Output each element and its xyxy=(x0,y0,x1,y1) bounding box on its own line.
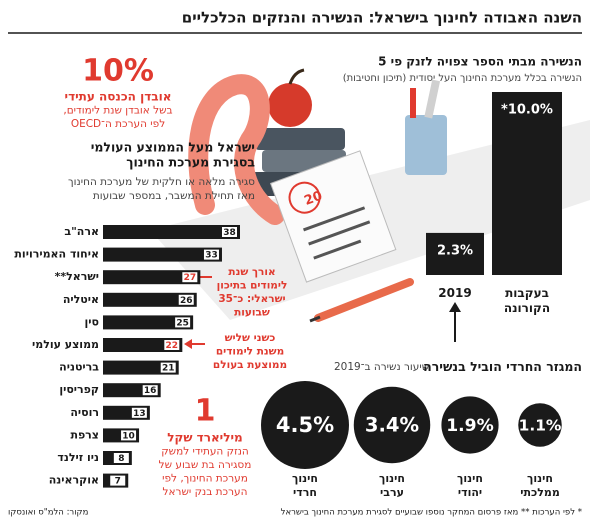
annotation-text: לימודים בתיכון xyxy=(217,280,288,292)
value-box xyxy=(182,272,198,283)
bar xyxy=(103,338,183,352)
chart-subtitle: סגירה מלאה או חלקית של מערכת החינוך xyxy=(68,176,255,188)
bar xyxy=(103,315,194,330)
category-label: ניו זילנד xyxy=(57,451,99,464)
value-box xyxy=(203,249,219,260)
value-label: 2.3% xyxy=(437,243,473,258)
chart-title: בסגירת מערכת החינוך xyxy=(126,155,255,170)
value-label: 38 xyxy=(223,228,236,238)
illustration xyxy=(188,68,447,323)
category-label: צרפת xyxy=(70,428,99,441)
bubble xyxy=(353,386,431,464)
annotation-figure: 1 xyxy=(195,394,216,429)
value-box xyxy=(222,227,237,237)
annotation-text: הערכת בנק ישראל xyxy=(163,486,248,498)
annotation-text: ממוצעת בעולם xyxy=(213,359,287,371)
source: מקור: הלמ"ס ואונסקו xyxy=(8,508,88,518)
annotation-figure: 10% xyxy=(82,54,154,89)
bar xyxy=(103,225,240,239)
annotation-text: הנזק העתידי למשק xyxy=(161,446,249,458)
annotation-text: מערכת החינוך, לפי xyxy=(162,473,248,485)
category-label: חינוך חרדי xyxy=(292,472,318,499)
value-box xyxy=(142,385,158,396)
footnote: * לפי הערכות ** מאז פרסום המחקר נוספו שב… xyxy=(281,508,582,518)
category-label: 2019 xyxy=(438,286,471,300)
value-label: 26 xyxy=(180,296,193,306)
value-label: 8 xyxy=(118,454,124,464)
value-label: 7 xyxy=(115,477,121,487)
value-label: 33 xyxy=(205,251,218,261)
value-label: 4.5% xyxy=(276,413,334,437)
annotation-text: אורך שנת xyxy=(228,266,275,278)
annotation-text: בשל אובדן שנת לימודים, xyxy=(63,105,172,117)
value-label: 22 xyxy=(166,341,179,351)
bubble xyxy=(441,396,499,454)
bar xyxy=(426,232,484,275)
category-label: אוקראינה xyxy=(49,474,99,487)
category-label: איטליה xyxy=(63,293,99,306)
annotation-text: שבועות xyxy=(234,307,270,319)
value-label: 27 xyxy=(184,273,197,283)
paper-grade: 20 xyxy=(302,189,324,209)
annotation-text: מיליארד שקל xyxy=(167,431,242,445)
category-label: חינוך ערבי xyxy=(379,472,405,499)
chart-subtitle: שיעור נשירה ב־2019 xyxy=(334,361,429,373)
annotation-text: ישראלי: כ־35 xyxy=(218,293,285,305)
category-label: בריטניה xyxy=(59,361,99,374)
value-box xyxy=(131,407,147,418)
bar xyxy=(103,292,197,307)
value-box xyxy=(178,294,194,305)
annotation-text: מסגירה בת שבוע של xyxy=(159,459,252,471)
annotation-text: אובדן הכנסה עתידי xyxy=(65,90,172,104)
value-box xyxy=(175,317,191,328)
category-label: רוסיה xyxy=(70,406,99,419)
arrow-head xyxy=(449,302,461,312)
value-label: 25 xyxy=(176,318,189,328)
value-label: 1.1% xyxy=(519,417,562,435)
value-box xyxy=(160,362,176,373)
value-label: 16 xyxy=(144,386,157,396)
annotation-text: לפי הערכת ה־OECD xyxy=(71,118,165,130)
chart-subtitle: מאז תחילת המשבר, במספר שבועות xyxy=(93,190,255,202)
value-label: 1.9% xyxy=(446,416,494,436)
value-label: 13 xyxy=(133,409,146,419)
annotation-text: משנת לימודים xyxy=(216,346,284,358)
bar xyxy=(103,360,179,375)
bubble xyxy=(261,381,349,469)
category-label: סין xyxy=(85,315,100,328)
chart-title: ישראל מעל הממוצע העולמי xyxy=(91,140,255,155)
bubble xyxy=(518,403,562,447)
annotation-text: כשני שליש xyxy=(225,332,276,344)
value-box xyxy=(113,453,129,463)
annotation-arrow-head xyxy=(184,339,192,349)
bar xyxy=(492,92,562,275)
value-box xyxy=(164,340,180,350)
chart-title-row: המגזר החרדי הוביל בנשירהשיעור נשירה ב־20… xyxy=(334,359,582,374)
value-label: *10.0% xyxy=(501,103,553,118)
value-label: 21 xyxy=(162,364,175,374)
category-label: ממוצע עולמי xyxy=(32,338,99,351)
bar xyxy=(103,247,222,262)
value-box xyxy=(121,430,137,441)
chart-subtitle: הנשירה בכלל מערכת החינוך העל יסודית (תיכ… xyxy=(343,73,582,84)
page-title: השנה האבודה לחינוך בישראל: הנשירה והנזקי… xyxy=(182,9,582,27)
chart-title: הנשירה מבתי הספר צפויה לזנק פי 5 xyxy=(378,55,582,69)
category-label: קפריסין xyxy=(59,383,99,396)
value-box xyxy=(110,475,126,486)
category-label: איחוד האמירויות xyxy=(14,248,99,261)
chart-title: המגזר החרדי הוביל בנשירה xyxy=(423,359,582,374)
category-label: ארה"ב xyxy=(64,225,99,238)
bar xyxy=(103,270,201,285)
value-label: 10 xyxy=(122,431,135,441)
category-label: חינוך ממלכתי xyxy=(520,472,560,499)
value-label: 3.4% xyxy=(365,414,419,437)
category-label: חינוך יהודי xyxy=(457,472,483,499)
category-label: ישראל** xyxy=(55,270,99,283)
category-label: בעקבות הקורונה xyxy=(504,286,550,315)
